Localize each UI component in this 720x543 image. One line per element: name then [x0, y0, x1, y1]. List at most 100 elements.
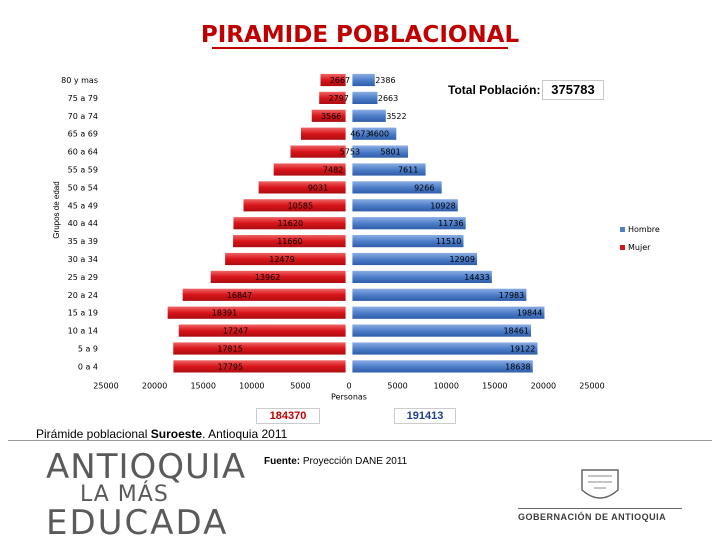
data-label-hombre: 19844	[517, 309, 542, 318]
total-population-box: Total Población: 375783	[444, 80, 604, 100]
footer-divider	[8, 440, 712, 441]
bar-hombre	[351, 341, 539, 356]
bar-hombre	[351, 198, 459, 213]
x-tick-label: 20000	[531, 381, 556, 390]
title-underline	[212, 47, 508, 49]
bar-hombre	[351, 305, 546, 320]
y-axis-title: Grupos de edad	[52, 181, 61, 238]
category-label: 45 a 49	[68, 201, 98, 210]
data-label-mujer: 17815	[217, 345, 242, 354]
bar-mujer	[319, 73, 347, 87]
bar-mujer	[232, 234, 347, 249]
data-label-mujer: 7482	[323, 166, 343, 175]
bar-hombre	[351, 287, 528, 302]
data-label-hombre: 18461	[503, 327, 528, 336]
bar-mujer	[318, 90, 347, 105]
category-label: 35 a 39	[68, 237, 98, 246]
data-label-hombre: 2386	[375, 76, 395, 85]
legend-swatch	[620, 227, 625, 232]
x-tick-label: 10000	[239, 381, 264, 390]
data-label-mujer: 12479	[269, 255, 294, 264]
data-label-hombre: 12909	[449, 255, 474, 264]
caption-prefix: Pirámide poblacional	[36, 427, 151, 441]
x-tick-label: 0	[346, 381, 351, 390]
data-label-hombre: 2663	[378, 94, 398, 103]
x-tick-label: 15000	[482, 381, 507, 390]
legend-label: Hombre	[628, 225, 660, 234]
bar-mujer	[181, 287, 347, 302]
data-label-hombre: 3522	[386, 112, 406, 121]
x-tick-label: 20000	[142, 381, 167, 390]
x-tick-label: 5000	[387, 381, 407, 390]
category-label: 70 a 74	[68, 112, 98, 121]
data-label-hombre: 7611	[398, 166, 418, 175]
x-tick-label: 25000	[579, 381, 604, 390]
bar-hombre	[351, 180, 443, 195]
chart-caption: Pirámide poblacional Suroeste. Antioquia…	[36, 427, 287, 441]
category-label: 5 a 9	[78, 345, 98, 354]
category-label: 25 a 29	[68, 273, 98, 282]
category-label: 75 a 79	[68, 94, 98, 103]
x-tick-label: 5000	[290, 381, 310, 390]
category-label: 80 y mas	[61, 76, 98, 85]
bar-hombre	[351, 90, 379, 105]
logo-line-2: LA MÁS	[80, 482, 169, 507]
logo-line-1: ANTIOQUIA	[46, 447, 247, 487]
data-label-mujer: 17795	[218, 362, 243, 371]
bar-mujer	[310, 108, 347, 123]
category-label: 0 a 4	[78, 362, 98, 371]
coat-of-arms-icon	[581, 469, 619, 499]
category-label: 30 a 34	[68, 255, 98, 264]
data-label-mujer: 16847	[227, 291, 252, 300]
x-tick-label: 25000	[93, 381, 118, 390]
bar-mujer	[224, 252, 347, 266]
gobernacion-logo: GOBERNACIÓN DE ANTIOQUIA	[512, 466, 688, 526]
bar-hombre	[351, 252, 478, 266]
caption-suffix: . Antioquia 2011	[202, 427, 288, 441]
legend-label: Mujer	[628, 243, 651, 252]
category-label: 10 a 14	[68, 327, 98, 336]
total-population-label: Total Población:	[448, 83, 541, 97]
data-label-hombre: 17983	[499, 291, 524, 300]
bar-hombre	[351, 73, 376, 87]
data-label-hombre: 5801	[380, 148, 400, 157]
data-label-hombre: 4600	[369, 130, 389, 139]
source-text: Proyección DANE 2011	[300, 456, 408, 467]
bar-hombre	[351, 269, 493, 284]
bar-mujer	[272, 162, 347, 177]
data-label-hombre: 18638	[505, 362, 530, 371]
data-label-mujer: 2797	[328, 94, 348, 103]
legend-swatch	[620, 245, 625, 250]
data-label-mujer: 10585	[288, 201, 313, 210]
bar-hombre	[351, 162, 427, 177]
bar-hombre	[351, 234, 465, 249]
bar-mujer	[257, 180, 347, 195]
bar-hombre	[351, 323, 532, 338]
x-axis-title: Personas	[331, 392, 367, 401]
data-label-mujer: 11660	[277, 237, 302, 246]
category-label: 65 a 69	[68, 130, 98, 139]
bar-mujer	[172, 341, 347, 356]
category-label: 40 a 44	[68, 219, 98, 228]
data-label-mujer: 18391	[212, 309, 237, 318]
bar-mujer	[166, 305, 347, 320]
data-label-mujer: 13962	[255, 273, 280, 282]
data-label-mujer: 11620	[278, 219, 303, 228]
data-label-mujer: 5753	[340, 148, 360, 157]
bar-mujer	[232, 216, 347, 231]
source-note: Fuente: Proyección DANE 2011	[264, 456, 407, 467]
x-tick-label: 10000	[433, 381, 458, 390]
data-label-hombre: 11510	[436, 237, 461, 246]
data-label-hombre: 10928	[430, 201, 455, 210]
total-mujer-value: 184370	[256, 408, 320, 424]
bar-mujer	[300, 126, 347, 141]
data-label-mujer: 4673	[350, 130, 370, 139]
data-label-mujer: 2667	[330, 76, 350, 85]
antioquia-educada-logo: ANTIOQUIA LA MÁS EDUCADA	[46, 450, 246, 540]
data-label-mujer: 3566	[321, 112, 341, 121]
data-label-hombre: 14433	[464, 273, 489, 282]
total-hombre-value: 191413	[394, 408, 456, 424]
category-label: 15 a 19	[68, 309, 98, 318]
data-label-hombre: 19122	[510, 345, 535, 354]
bar-hombre	[351, 108, 387, 123]
